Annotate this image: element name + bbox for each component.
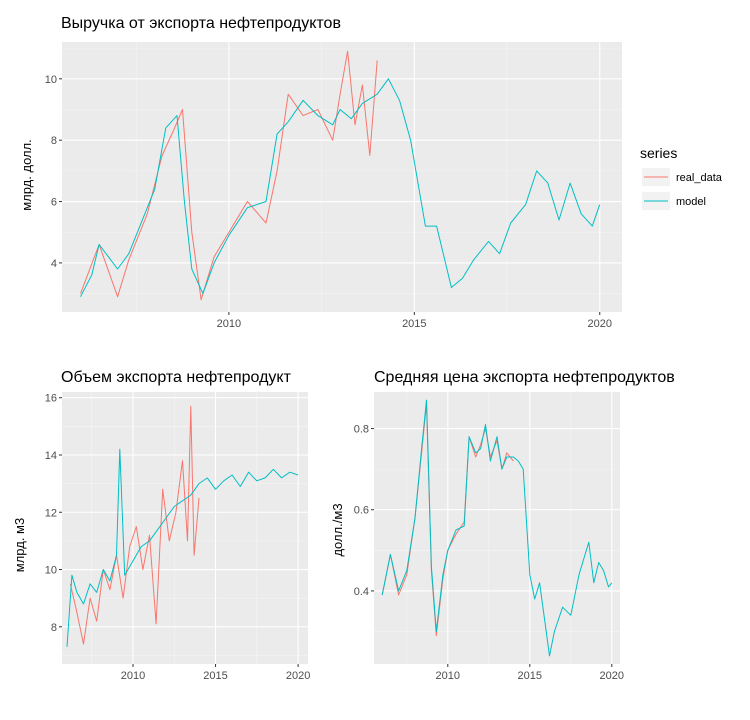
price-x-tick-label: 2010 [436, 670, 460, 682]
price-y-tick-label: 0.4 [354, 586, 369, 598]
volume-y-tick-label: 14 [45, 450, 57, 462]
revenue-series-model [80, 78, 601, 297]
price-series-model [381, 399, 613, 657]
revenue-chart-title: Выручка от экспорта нефтепродуктов [61, 15, 341, 32]
revenue-series-real-data [80, 50, 378, 301]
volume-chart: Объем экспорта нефтепродукт млрд. м3 201… [12, 369, 310, 682]
price-y-tick-label: 0.6 [354, 505, 369, 517]
price-x-tick-label: 2015 [518, 670, 542, 682]
volume-y-tick-label: 16 [45, 393, 57, 405]
volume-x-tick-label: 2015 [203, 670, 227, 682]
volume-chart-title: Объем экспорта нефтепродукт [61, 369, 292, 386]
revenue-x-tick-label: 2015 [402, 318, 426, 330]
revenue-y-tick-label: 10 [45, 74, 57, 86]
revenue-y-axis-label: млрд. долл. [19, 139, 34, 211]
volume-series-real-data [69, 405, 200, 645]
price-plot-background [374, 392, 620, 664]
legend: series real_data model [640, 145, 723, 210]
price-y-tick-label: 0.8 [354, 424, 369, 436]
price-chart-title: Средняя цена экспорта нефтепродуктов [374, 369, 675, 386]
revenue-y-tick-label: 6 [51, 197, 57, 209]
legend-label-model: model [676, 196, 706, 208]
revenue-plot-background [62, 42, 622, 312]
price-chart: Средняя цена экспорта нефтепродуктов дол… [330, 369, 675, 682]
volume-plot-background [62, 392, 308, 664]
revenue-x-tick-label: 2020 [588, 318, 612, 330]
volume-y-tick-label: 10 [45, 565, 57, 577]
price-x-tick-label: 2020 [600, 670, 624, 682]
revenue-y-tick-label: 4 [51, 258, 57, 270]
revenue-chart: Выручка от экспорта нефтепродуктов млрд.… [19, 15, 622, 330]
volume-x-tick-label: 2010 [121, 670, 145, 682]
volume-series-model [66, 448, 299, 647]
volume-y-tick-label: 8 [51, 622, 57, 634]
revenue-y-tick-label: 8 [51, 135, 57, 147]
legend-title: series [640, 145, 677, 161]
volume-y-axis-label: млрд. м3 [12, 518, 27, 572]
volume-y-tick-label: 12 [45, 507, 57, 519]
legend-label-real-data: real_data [676, 172, 723, 184]
revenue-x-tick-label: 2010 [217, 318, 241, 330]
price-y-axis-label: долл./м3 [330, 503, 345, 556]
volume-x-tick-label: 2020 [286, 670, 310, 682]
